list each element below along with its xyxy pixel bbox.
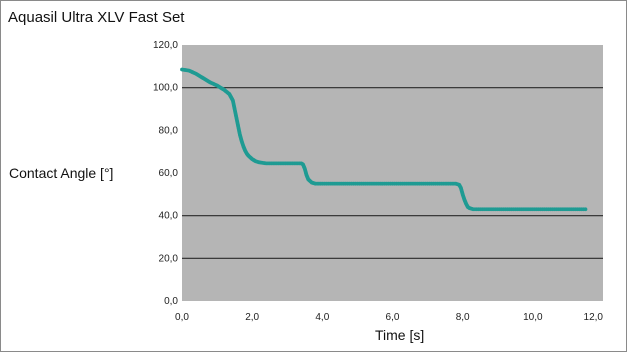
x-tick-label: 10,0 (523, 312, 543, 323)
y-tick-label: 40,0 (159, 211, 179, 222)
x-tick-label: 4,0 (315, 312, 329, 323)
y-tick-label: 120,0 (153, 40, 178, 51)
chart-title: Aquasil Ultra XLV Fast Set (8, 9, 185, 26)
x-tick-label: 0,0 (175, 312, 189, 323)
x-tick-label: 6,0 (386, 312, 400, 323)
x-axis-label: Time [s] (375, 327, 425, 343)
y-tick-label: 100,0 (153, 83, 178, 94)
x-tick-label: 8,0 (456, 312, 470, 323)
plot-background (182, 45, 603, 301)
y-tick-label: 20,0 (159, 253, 179, 264)
y-axis-label: Contact Angle [°] (9, 165, 114, 181)
y-tick-label: 80,0 (159, 125, 179, 136)
x-tick-label: 12,0 (584, 312, 604, 323)
x-axis-ticks: 0,0 2,0 4,0 6,0 8,0 10,0 12,0 (175, 312, 603, 323)
gridlines (182, 87, 603, 259)
y-axis-ticks: 0,0 20,0 40,0 60,0 80,0 100,0 120,0 (153, 40, 178, 307)
data-point (583, 207, 588, 212)
data-series (180, 67, 588, 212)
y-tick-label: 0,0 (164, 296, 178, 307)
x-tick-label: 2,0 (245, 312, 259, 323)
y-tick-label: 60,0 (159, 168, 179, 179)
